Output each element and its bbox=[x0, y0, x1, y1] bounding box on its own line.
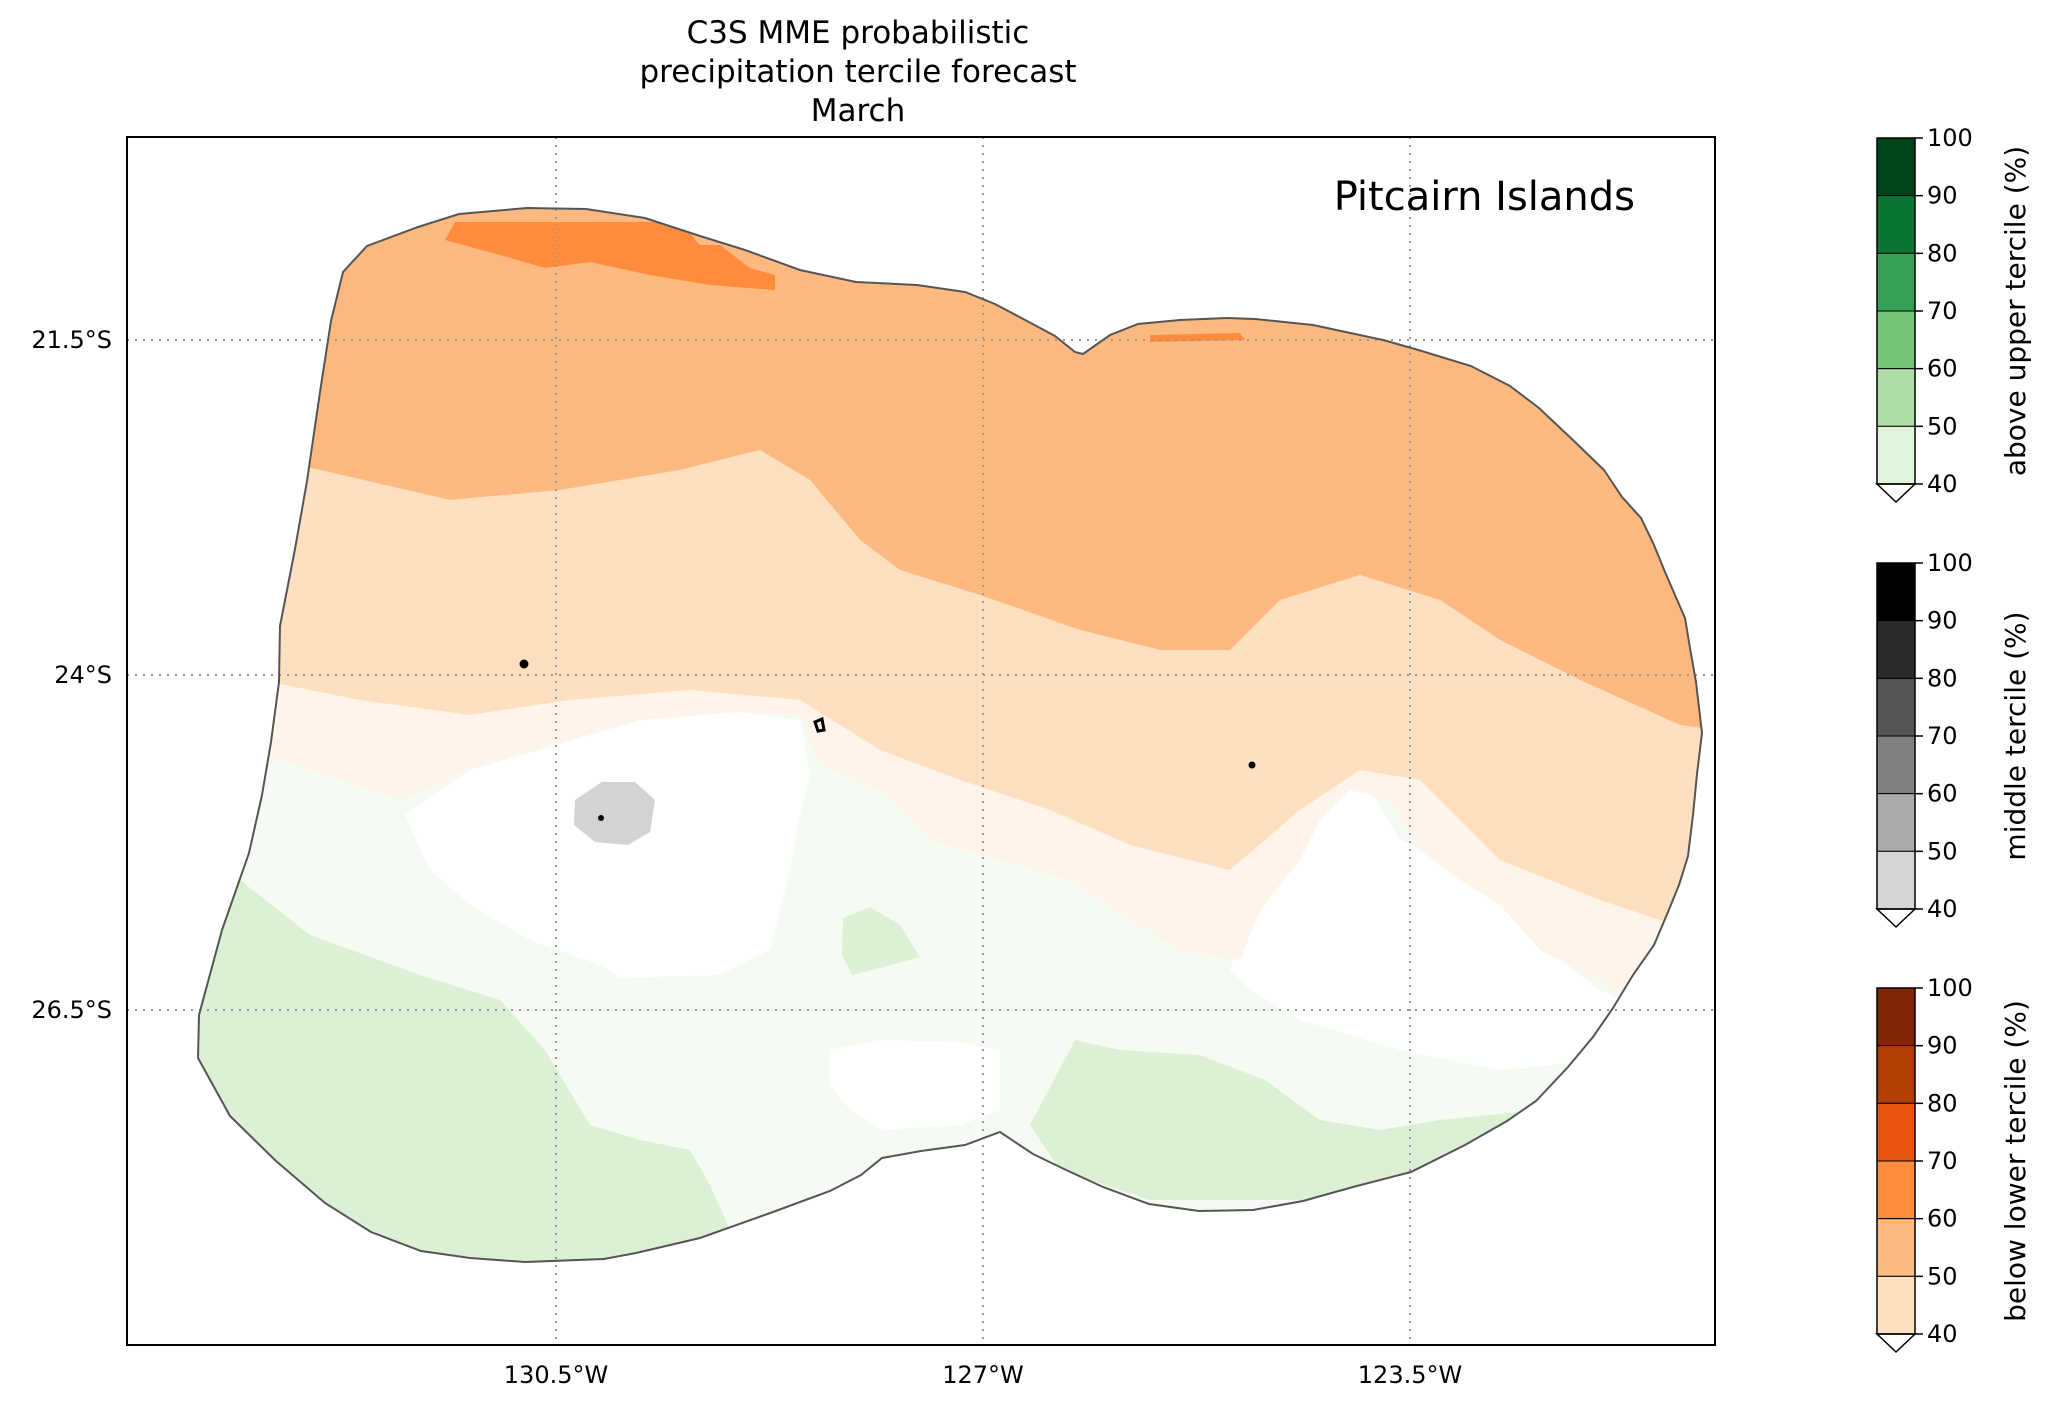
island-henderson bbox=[1248, 761, 1256, 769]
colorbar-tick-label: 40 bbox=[1927, 470, 1958, 498]
colorbar-tick-label: 60 bbox=[1927, 355, 1958, 383]
colorbar-tick-label: 80 bbox=[1927, 1089, 1958, 1117]
colorbar-tick-label: 70 bbox=[1927, 1147, 1958, 1175]
below-light-band bbox=[198, 680, 1702, 1262]
colorbar-3: 100 90 80 70 60 50 40 below lower tercile (%) bbox=[1875, 974, 2032, 1354]
lon-tick-130.5: 130.5°W bbox=[504, 1361, 608, 1389]
colorbar-segment bbox=[1876, 735, 1916, 795]
title-line-2: precipitation tercile forecast bbox=[640, 54, 1077, 90]
region-label: Pitcairn Islands bbox=[1334, 174, 1635, 220]
colorbar-label: below lower tercile (%) bbox=[1999, 1000, 2032, 1322]
colorbar-1: 100 90 80 70 60 50 40 above upper tercile (%) bbox=[1875, 124, 2032, 504]
neutral-zone-west bbox=[405, 712, 810, 978]
colorbar-tick-label: 80 bbox=[1927, 664, 1958, 692]
colorbar-extension bbox=[1875, 908, 1917, 929]
colorbar-extension bbox=[1875, 1333, 1917, 1354]
colorbar-segment bbox=[1876, 252, 1916, 312]
middle-40-50-patch bbox=[574, 782, 655, 845]
lat-tick-labels: 21.5°S 24°S 26.5°S bbox=[31, 326, 112, 1024]
colorbar-2: 100 90 80 70 60 50 40 middle tercile (%) bbox=[1875, 549, 2032, 929]
colorbar-segment bbox=[1876, 137, 1916, 197]
colorbar-tick-label: 100 bbox=[1927, 549, 1973, 577]
colorbar-segment bbox=[1876, 620, 1916, 679]
colorbar-segment bbox=[1876, 1045, 1916, 1104]
forecast-fields bbox=[198, 208, 1702, 1262]
title-line-1: C3S MME probabilistic bbox=[687, 15, 1030, 51]
islands bbox=[519, 659, 1256, 821]
colorbar-segment bbox=[1876, 310, 1916, 370]
colorbar-label: middle tercile (%) bbox=[1999, 611, 2032, 860]
colorbar-extension bbox=[1875, 483, 1917, 504]
colorbar-tick-label: 60 bbox=[1927, 1205, 1958, 1233]
colorbar-tick-label: 80 bbox=[1927, 239, 1958, 267]
colorbar-segment bbox=[1876, 195, 1916, 254]
colorbar-tick-label: 90 bbox=[1927, 1032, 1958, 1060]
colorbar-segment bbox=[1876, 562, 1916, 622]
island-ducie bbox=[519, 659, 529, 669]
colorbar-segment bbox=[1876, 425, 1916, 485]
colorbar-segment bbox=[1876, 368, 1916, 427]
colorbar-segment bbox=[1876, 1102, 1916, 1162]
lat-tick-24: 24°S bbox=[54, 661, 112, 689]
below-40-50-band bbox=[198, 430, 1702, 940]
colorbar-segment bbox=[1876, 850, 1916, 910]
colorbar-segment bbox=[1876, 1218, 1916, 1277]
colorbar-tick-label: 100 bbox=[1927, 974, 1973, 1002]
colorbar-tick-label: 100 bbox=[1927, 124, 1973, 152]
colorbar-tick-label: 40 bbox=[1927, 895, 1958, 923]
colorbar-segment bbox=[1876, 1160, 1916, 1220]
colorbar-tick-label: 50 bbox=[1927, 412, 1958, 440]
colorbar-tick-label: 60 bbox=[1927, 780, 1958, 808]
above-40-50-patch bbox=[842, 907, 920, 975]
title-line-3: March bbox=[811, 93, 906, 129]
figure-title: C3S MME probabilistic precipitation terc… bbox=[640, 15, 1077, 129]
below-60-70-sliver bbox=[1150, 333, 1245, 342]
colorbar-segment bbox=[1876, 677, 1916, 737]
island-oeno bbox=[598, 815, 604, 821]
neutral-zone-east bbox=[1230, 770, 1640, 1070]
map-frame bbox=[126, 136, 1716, 1346]
lon-tick-127: 127°W bbox=[942, 1361, 1024, 1389]
colorbar-tick-label: 70 bbox=[1927, 722, 1958, 750]
colorbar-tick-label: 40 bbox=[1927, 1320, 1958, 1348]
lon-tick-123.5: 123.5°W bbox=[1358, 1361, 1462, 1389]
lat-tick-26.5: 26.5°S bbox=[31, 996, 112, 1024]
eez-outline bbox=[196, 206, 1704, 1264]
colorbar-tick-label: 90 bbox=[1927, 182, 1958, 210]
above-40-50-southeast bbox=[1030, 1040, 1520, 1200]
colorbar-label: above upper tercile (%) bbox=[1999, 146, 2032, 476]
neutral-zone-center bbox=[830, 1040, 1000, 1130]
colorbar-tick-label: 50 bbox=[1927, 837, 1958, 865]
below-60-70-patch bbox=[445, 222, 775, 290]
lon-tick-labels: 130.5°W 127°W 123.5°W bbox=[504, 1361, 1462, 1389]
colorbar-segment bbox=[1876, 793, 1916, 852]
colorbar-tick-label: 90 bbox=[1927, 607, 1958, 635]
lat-tick-21.5: 21.5°S bbox=[31, 326, 112, 354]
colorbar-segment bbox=[1876, 1275, 1916, 1335]
colorbar-tick-label: 50 bbox=[1927, 1262, 1958, 1290]
colorbar-segment bbox=[1876, 987, 1916, 1047]
gridlines bbox=[127, 137, 1715, 1345]
colorbar-tick-label: 70 bbox=[1927, 297, 1958, 325]
island-pitcairn bbox=[813, 716, 826, 733]
